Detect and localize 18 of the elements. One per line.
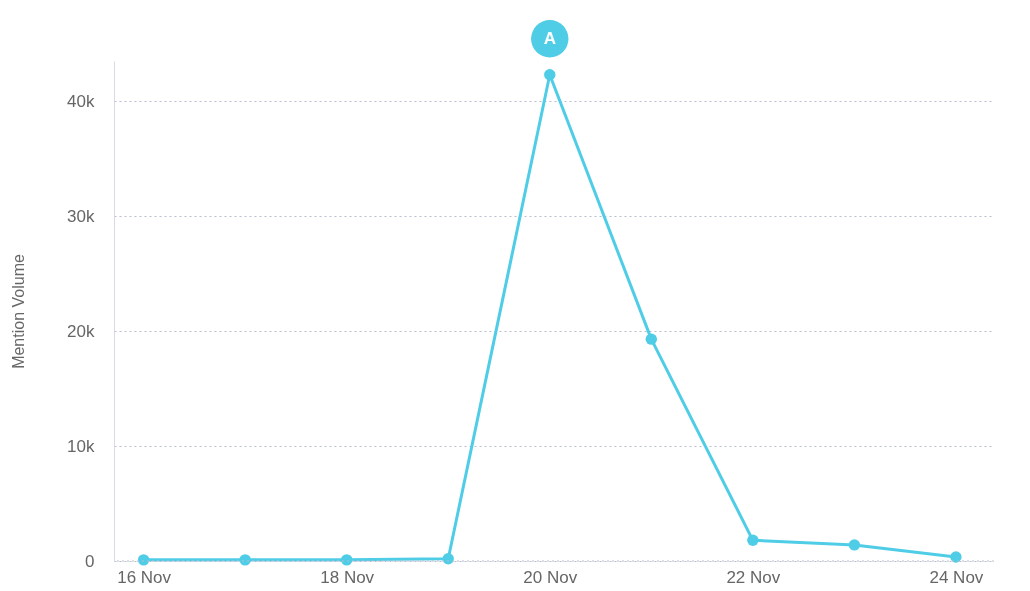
y-tick-label: 10k [67,436,95,456]
point [137,554,150,566]
point [544,69,556,81]
y-tick-label: 40k [67,91,95,111]
x-tick-label: 16 Nov [117,567,172,587]
point [747,534,759,546]
y-tick-label: 0 [85,551,95,571]
x-tick-label: 24 Nov [929,567,984,587]
y-axis-title: Mention Volume [10,254,28,369]
x-tick-label: 18 Nov [320,567,375,587]
point [340,554,353,566]
x-tick-label: 20 Nov [523,567,578,587]
x-tick-label: 22 Nov [726,567,781,587]
annotation: A [543,28,556,48]
y-tick-label: 30k [67,206,95,226]
point [645,333,658,345]
point [848,539,861,551]
y-tick-label: 20k [67,321,95,341]
